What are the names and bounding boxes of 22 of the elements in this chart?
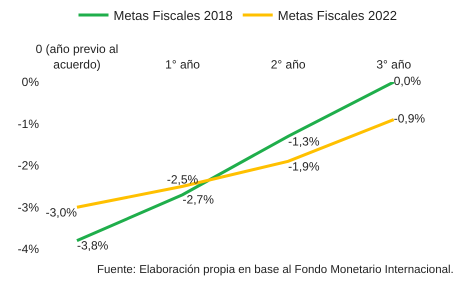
x-tick-label: 2° año <box>270 58 306 72</box>
line-series <box>75 82 396 242</box>
data-label: -2,5% <box>166 172 199 186</box>
x-tick-label: 0 (año previo al acuerdo) <box>36 42 118 72</box>
y-tick-label: -3% <box>18 200 40 214</box>
data-label: -0,9% <box>394 112 426 126</box>
data-label: -2,7% <box>182 192 214 207</box>
x-tick-label: 1° año <box>165 58 200 72</box>
y-tick-label: -2% <box>18 158 40 173</box>
y-tick-label: -4% <box>18 242 40 256</box>
y-tick-label: 0% <box>22 75 40 90</box>
x-tick-label: 3° año <box>376 58 412 72</box>
source-note: Fuente: Elaboración propia en base al Fondo Monetario Internacional. <box>97 264 454 276</box>
legend-label: Metas Fiscales 2018 <box>114 8 233 24</box>
data-label: -3,0% <box>46 205 78 220</box>
data-label: 0,0% <box>394 74 422 88</box>
data-label: -1,9% <box>288 159 320 174</box>
legend-label: Metas Fiscales 2022 <box>278 8 397 24</box>
y-tick-label: -1% <box>18 116 40 131</box>
data-label: -3,8% <box>76 238 109 253</box>
data-label: -1,3% <box>288 134 320 148</box>
line-series <box>75 118 396 209</box>
